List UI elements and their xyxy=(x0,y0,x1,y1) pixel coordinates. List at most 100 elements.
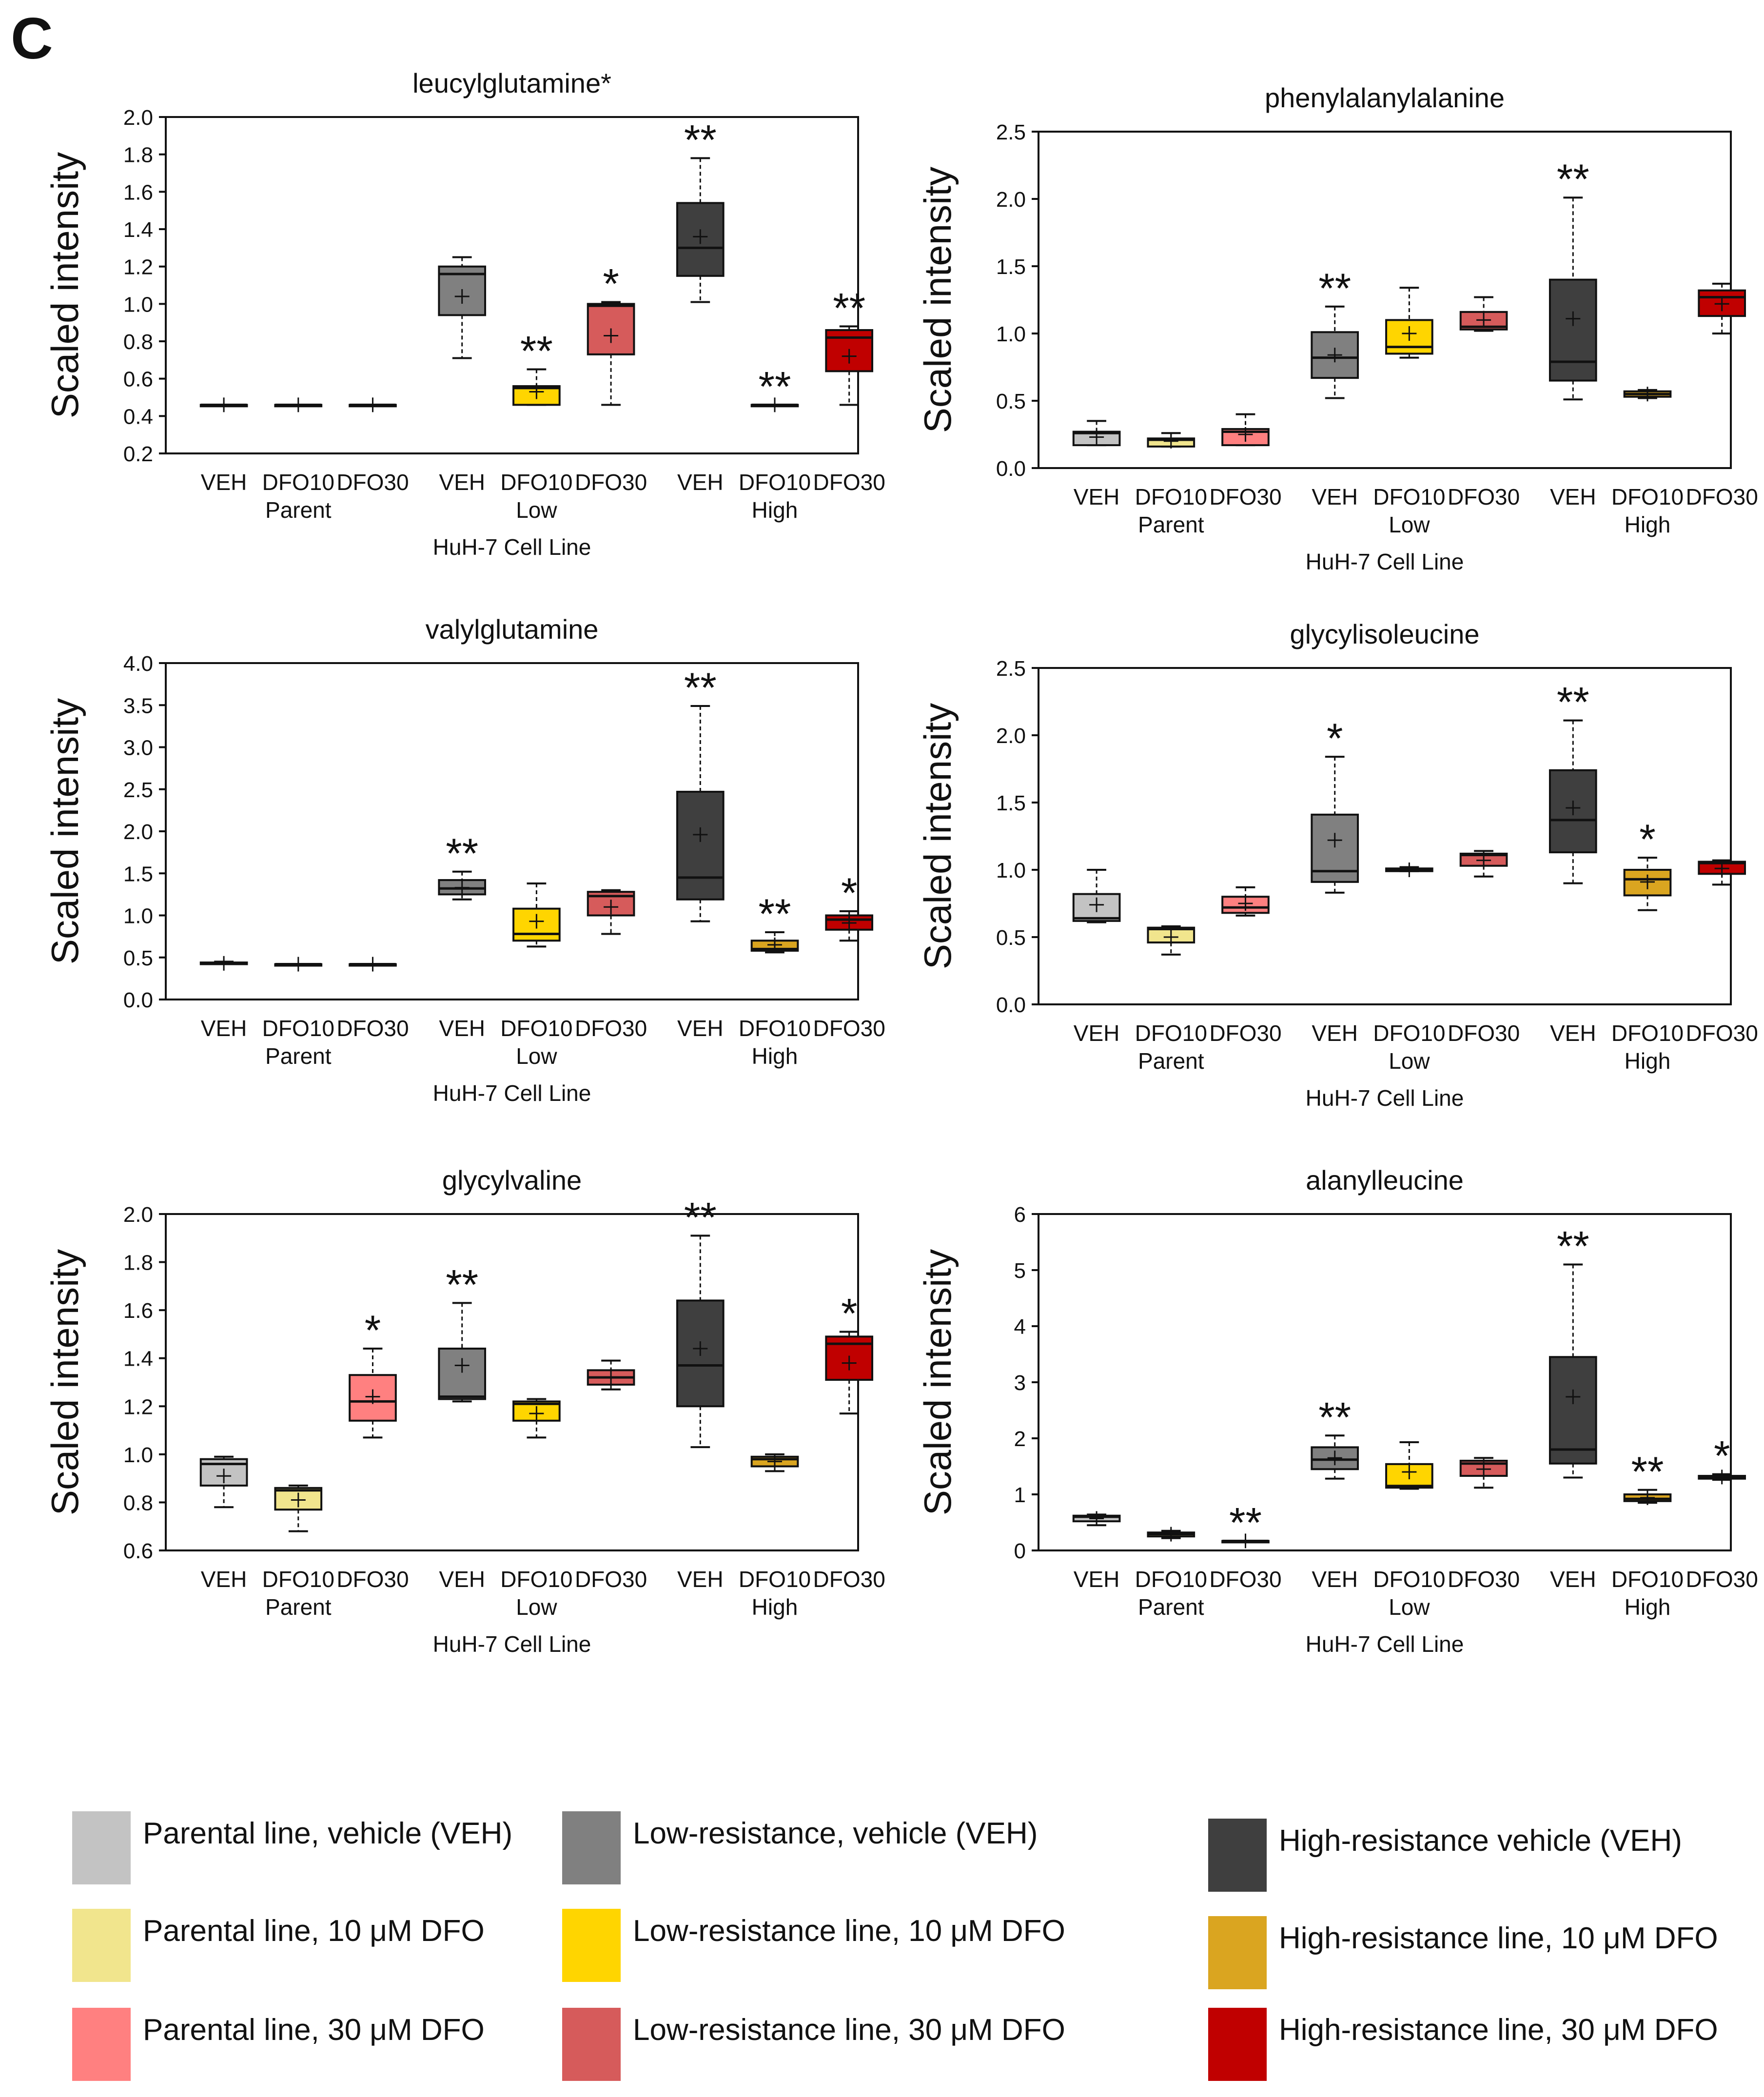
chart-alanylleucine: alanylleucine Scaled intensity 0 1 2 3 4 5 6 VEH D… xyxy=(916,1165,1758,1657)
y-tick-label: 2 xyxy=(1014,1427,1026,1451)
x-tick-label: VEH xyxy=(677,1567,724,1592)
y-tick-label: 1.8 xyxy=(123,1251,153,1275)
x-tick-label: DFO10 xyxy=(1135,1567,1207,1592)
legend-swatch xyxy=(72,2008,131,2081)
chart-title: alanylleucine xyxy=(1306,1165,1464,1195)
y-axis-label: Scaled intensity xyxy=(916,167,959,433)
x-tick-label: DFO30 xyxy=(1686,1020,1758,1046)
group-label: Parent xyxy=(265,1043,332,1069)
x-tick-label: DFO30 xyxy=(1448,484,1520,510)
x-tick-label: DFO30 xyxy=(1686,484,1758,510)
significance-label: * xyxy=(1327,715,1343,762)
legend-swatch xyxy=(562,1909,621,1982)
x-tick-label: DFO30 xyxy=(575,1567,647,1592)
significance-label: ** xyxy=(1318,265,1351,312)
x-tick-label: DFO10 xyxy=(739,1016,811,1041)
y-axis-label: Scaled intensity xyxy=(43,152,86,418)
y-tick-label: 1.6 xyxy=(123,1299,153,1323)
x-tick-label: DFO10 xyxy=(1611,1020,1684,1046)
y-tick-label: 0.6 xyxy=(123,368,153,392)
chart-glycylvaline: glycylvaline Scaled intensity 0.6 0.8 1.0 1.2… xyxy=(43,1165,885,1657)
y-tick-label: 0.0 xyxy=(123,988,153,1012)
x-tick-label: DFO30 xyxy=(1209,484,1281,510)
significance-label: ** xyxy=(1229,1499,1262,1546)
y-tick-label: 1.0 xyxy=(996,859,1026,882)
x-axis-label: HuH-7 Cell Line xyxy=(1306,1085,1464,1111)
y-tick-label: 4.0 xyxy=(123,652,153,676)
y-tick-label: 6 xyxy=(1014,1203,1026,1227)
y-tick-label: 2.5 xyxy=(123,778,153,802)
group-label: High xyxy=(752,1594,798,1620)
x-tick-label: DFO10 xyxy=(739,470,811,495)
chart-title: leucylglutamine* xyxy=(412,68,611,98)
panel-letter: C xyxy=(11,6,53,71)
group-label: Parent xyxy=(1138,1048,1204,1074)
legend-label: Low-resistance line, 10 μM DFO xyxy=(633,1914,1065,1948)
y-tick-label: 0.5 xyxy=(996,390,1026,413)
y-tick-label: 0.0 xyxy=(996,457,1026,481)
x-tick-label: VEH xyxy=(439,1016,485,1041)
x-tick-label: VEH xyxy=(439,470,485,495)
group-label: Parent xyxy=(265,1594,332,1620)
x-tick-label: DFO10 xyxy=(262,1016,334,1041)
y-tick-label: 0.4 xyxy=(123,405,153,429)
x-tick-label: VEH xyxy=(201,470,247,495)
x-tick-label: VEH xyxy=(201,1016,247,1041)
significance-label: * xyxy=(841,1291,857,1337)
y-tick-label: 1.6 xyxy=(123,180,153,204)
x-tick-label: DFO30 xyxy=(813,1567,885,1592)
x-tick-label: DFO10 xyxy=(500,470,572,495)
significance-label: ** xyxy=(1557,1223,1589,1270)
y-tick-label: 2.0 xyxy=(123,1203,153,1227)
x-axis-label: HuH-7 Cell Line xyxy=(433,1080,591,1106)
group-label: Low xyxy=(1389,1594,1430,1620)
x-tick-label: DFO30 xyxy=(336,1016,409,1041)
x-axis-label: HuH-7 Cell Line xyxy=(433,534,591,560)
group-label: High xyxy=(752,1043,798,1069)
y-tick-label: 5 xyxy=(1014,1259,1026,1283)
x-tick-label: DFO10 xyxy=(1373,1567,1445,1592)
significance-label: * xyxy=(1714,1433,1730,1480)
significance-label: * xyxy=(603,261,619,308)
chart-valylglutamine: valylglutamine Scaled intensity 0.0 0.5 1.0 1… xyxy=(43,614,885,1106)
plot-frame xyxy=(165,116,859,454)
x-tick-label: VEH xyxy=(1312,1567,1358,1592)
y-tick-label: 1.5 xyxy=(123,862,153,886)
x-tick-label: DFO30 xyxy=(813,1016,885,1041)
significance-label: ** xyxy=(1557,679,1589,726)
x-axis-label: HuH-7 Cell Line xyxy=(1306,549,1464,574)
x-tick-label: VEH xyxy=(1074,484,1120,510)
legend-swatch xyxy=(1208,1819,1267,1892)
x-tick-label: DFO30 xyxy=(575,470,647,495)
y-tick-label: 2.0 xyxy=(996,724,1026,748)
y-tick-label: 1.2 xyxy=(123,1395,153,1419)
y-tick-label: 2.5 xyxy=(996,120,1026,144)
y-tick-label: 0.5 xyxy=(123,946,153,970)
legend-label: Parental line, 30 μM DFO xyxy=(143,2013,485,2047)
y-tick-label: 0.2 xyxy=(123,442,153,466)
legend-label: High-resistance vehicle (VEH) xyxy=(1279,1824,1682,1858)
x-axis-label: HuH-7 Cell Line xyxy=(1306,1631,1464,1657)
chart-title: glycylvaline xyxy=(442,1165,582,1195)
legend-label: Parental line, vehicle (VEH) xyxy=(143,1817,513,1850)
group-label: High xyxy=(752,497,798,523)
significance-label: ** xyxy=(684,1194,717,1241)
x-tick-label: DFO30 xyxy=(336,1567,409,1592)
x-tick-label: DFO30 xyxy=(1686,1567,1758,1592)
x-tick-label: DFO10 xyxy=(1611,1567,1684,1592)
y-axis-label: Scaled intensity xyxy=(43,1249,86,1515)
group-label: Low xyxy=(516,1043,557,1069)
x-tick-label: DFO30 xyxy=(336,470,409,495)
y-tick-label: 1.4 xyxy=(123,1347,153,1371)
x-tick-label: DFO10 xyxy=(262,470,334,495)
significance-label: ** xyxy=(759,891,791,938)
y-tick-label: 0 xyxy=(1014,1539,1026,1563)
group-label: Low xyxy=(516,1594,557,1620)
legend-label: Parental line, 10 μM DFO xyxy=(143,1914,485,1948)
x-tick-label: DFO10 xyxy=(262,1567,334,1592)
x-tick-label: VEH xyxy=(1312,484,1358,510)
y-tick-label: 1.4 xyxy=(123,218,153,242)
y-tick-label: 2.5 xyxy=(996,657,1026,681)
group-label: High xyxy=(1625,1048,1671,1074)
y-tick-label: 2.0 xyxy=(123,820,153,844)
